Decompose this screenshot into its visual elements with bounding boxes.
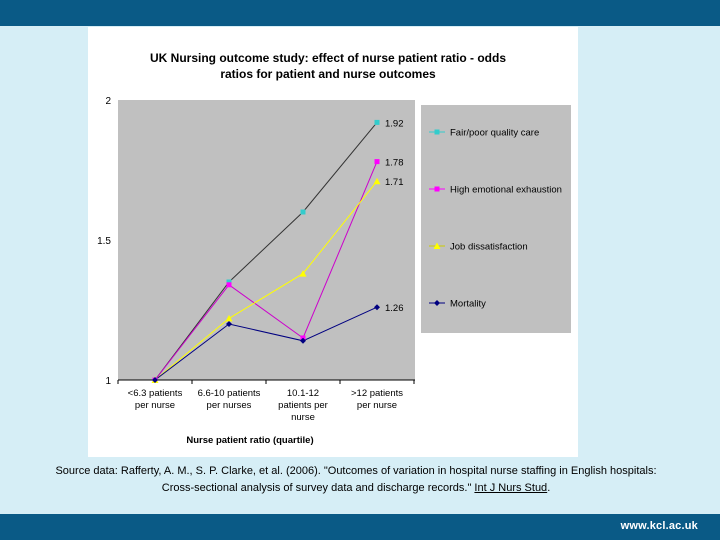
data-point [300, 209, 306, 215]
bottom-bar: www.kcl.ac.uk [0, 514, 720, 540]
series-line [154, 306, 378, 381]
chart-panel: UK Nursing outcome study: effect of nurs… [88, 27, 578, 457]
legend-marker [434, 186, 440, 192]
legend-label: Fair/poor quality care [450, 128, 539, 139]
x-axis-title: Nurse patient ratio (quartile) [186, 435, 313, 446]
chart-title-line: UK Nursing outcome study: effect of nurs… [150, 51, 506, 65]
series-line [154, 122, 378, 381]
data-point [226, 321, 232, 327]
data-label: 1.71 [385, 177, 404, 188]
legend-marker [434, 129, 440, 135]
legend-box [421, 105, 571, 333]
x-tick-label: 10.1-12 [287, 388, 319, 399]
top-bar [0, 0, 720, 26]
data-label: 1.92 [385, 118, 404, 129]
legend-marker [434, 300, 440, 306]
data-point [226, 279, 232, 285]
outcome-chart: UK Nursing outcome study: effect of nurs… [97, 51, 571, 446]
source-citation-end: . [547, 482, 551, 494]
data-point [300, 337, 306, 344]
x-tick-label: per nurses [207, 400, 252, 411]
y-tick-label: 1.5 [97, 236, 111, 247]
y-tick-label: 2 [105, 96, 111, 107]
data-point [226, 282, 232, 288]
chart-title-line: ratios for patient and nurse outcomes [220, 67, 436, 81]
source-citation: Source data: Rafferty, A. M., S. P. Clar… [46, 463, 666, 497]
x-tick-label: 6.6-10 patients [198, 388, 261, 399]
x-tick-label: per nurse [135, 400, 175, 411]
legend-label: Mortality [450, 299, 486, 310]
y-tick-label: 1 [105, 376, 111, 387]
source-citation-text: Source data: Rafferty, A. M., S. P. Clar… [55, 465, 657, 494]
data-point [152, 377, 158, 383]
x-tick-label: <6.3 patients [128, 388, 183, 399]
data-label: 1.26 [385, 303, 404, 314]
series-line [154, 180, 378, 381]
x-tick-label: per nurse [357, 400, 397, 411]
footer-url[interactable]: www.kcl.ac.uk [620, 520, 698, 532]
legend-label: High emotional exhaustion [450, 185, 562, 196]
data-point [225, 314, 233, 322]
series-line [154, 161, 378, 381]
x-tick-label: >12 patients [351, 388, 403, 399]
data-point [299, 270, 307, 277]
data-point [373, 177, 381, 185]
legend-marker [433, 242, 441, 249]
x-tick-label: patients per [278, 400, 328, 411]
journal-link[interactable]: Int J Nurs Stud [474, 482, 548, 494]
data-point [374, 119, 380, 125]
data-point [374, 304, 380, 311]
plot-area [118, 100, 415, 380]
legend-label: Job dissatisfaction [450, 242, 528, 253]
x-tick-label: nurse [291, 412, 315, 423]
data-point [374, 159, 380, 165]
data-label: 1.78 [385, 158, 404, 169]
